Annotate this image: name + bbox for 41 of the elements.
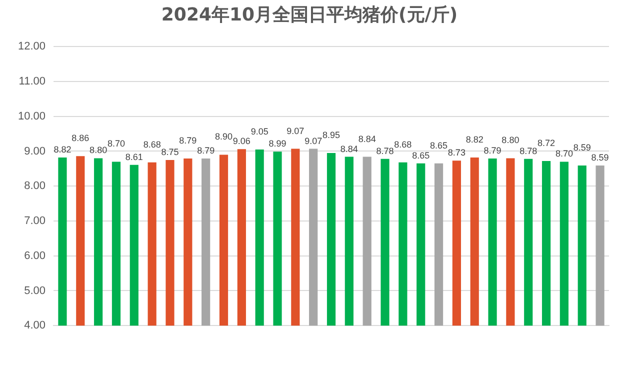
chart-title: 2024年10月全国日平均猪价(元/斤)	[161, 4, 458, 26]
y-tick-label: 5.00	[24, 284, 46, 297]
data-label: 8.68	[394, 139, 412, 150]
data-label: 8.59	[591, 152, 609, 163]
data-label: 9.07	[286, 126, 304, 136]
data-label: 8.65	[412, 150, 430, 160]
data-label: 8.73	[448, 148, 466, 158]
data-label: 8.84	[340, 144, 358, 154]
data-label: 8.65	[430, 140, 448, 150]
data-label: 8.70	[555, 148, 573, 159]
y-tick-label: 9.00	[24, 145, 46, 158]
data-label: 8.82	[466, 134, 484, 144]
y-tick-label: 12.00	[18, 40, 46, 53]
data-label: 8.79	[179, 136, 197, 146]
data-label: 8.68	[143, 139, 161, 150]
data-label: 8.80	[90, 145, 108, 156]
data-label: 9.07	[304, 136, 322, 146]
y-tick-label: 6.00	[24, 250, 46, 262]
data-label: 9.05	[250, 126, 268, 136]
data-label: 8.80	[502, 135, 520, 146]
y-tick-label: 8.00	[24, 180, 46, 192]
data-label: 8.61	[125, 152, 143, 162]
y-tick-label: 7.00	[24, 215, 46, 228]
data-label: 8.59	[573, 142, 591, 153]
data-label: 8.75	[161, 146, 179, 157]
data-label: 8.82	[54, 144, 72, 154]
data-label: 8.90	[214, 132, 233, 142]
data-label: 9.06	[232, 136, 250, 146]
data-label: 8.72	[538, 138, 556, 148]
data-label: 8.79	[484, 146, 502, 156]
y-tick-label: 11.00	[18, 76, 46, 88]
data-label: 8.70	[107, 138, 126, 149]
data-label: 8.79	[197, 146, 215, 156]
data-label: 8.78	[376, 146, 394, 156]
data-label: 8.95	[322, 130, 340, 140]
data-label: 8.99	[268, 138, 286, 149]
y-tick-label: 4.00	[24, 320, 46, 332]
y-tick-label: 10.00	[18, 110, 46, 122]
data-label: 8.78	[520, 146, 538, 156]
data-label: 8.84	[358, 134, 376, 144]
data-label: 8.86	[72, 133, 90, 144]
